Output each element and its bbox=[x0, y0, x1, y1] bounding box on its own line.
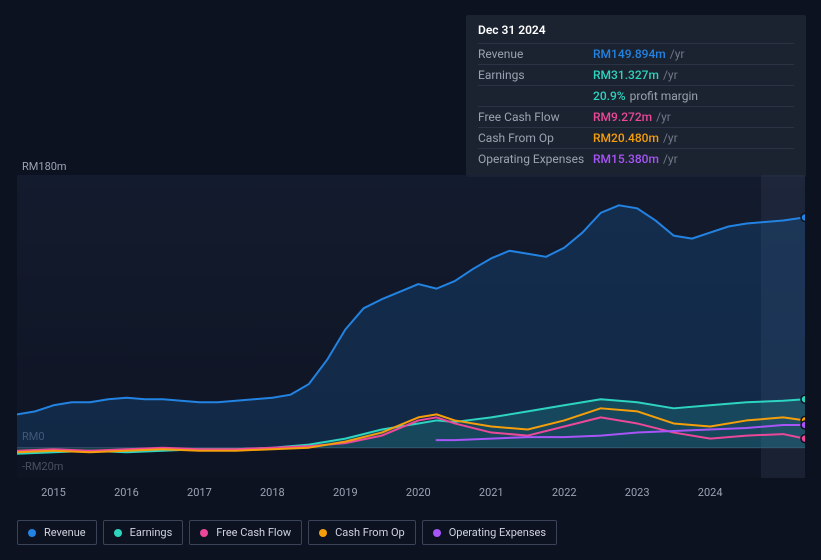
tooltip-row-value: RM149.894m bbox=[593, 47, 666, 61]
tooltip-row: Cash From OpRM20.480m/yr bbox=[478, 127, 794, 148]
x-axis-label: 2017 bbox=[187, 486, 212, 499]
legend-label: Revenue bbox=[44, 526, 86, 539]
tooltip-row-unit: /yr bbox=[663, 68, 678, 82]
x-axis-label: 2024 bbox=[698, 486, 723, 499]
series-end-dot bbox=[801, 395, 805, 403]
legend-dot-icon bbox=[433, 529, 441, 537]
legend-dot-icon bbox=[319, 529, 327, 537]
tooltip-row-unit: /yr bbox=[663, 152, 678, 166]
legend-item[interactable]: Free Cash Flow bbox=[189, 520, 302, 545]
x-axis-label: 2018 bbox=[260, 486, 285, 499]
tooltip-sub-label: profit margin bbox=[630, 89, 698, 103]
chart-tooltip: Dec 31 2024 RevenueRM149.894m/yrEarnings… bbox=[466, 15, 806, 177]
tooltip-row-unit: /yr bbox=[663, 131, 678, 145]
x-axis-label: 2020 bbox=[406, 486, 431, 499]
series-end-dot bbox=[801, 213, 805, 221]
legend-item[interactable]: Earnings bbox=[103, 520, 184, 545]
tooltip-row: Operating ExpensesRM15.380m/yr bbox=[478, 148, 794, 169]
tooltip-row-value: RM20.480m bbox=[593, 131, 659, 145]
legend-label: Earnings bbox=[130, 526, 173, 539]
chart-legend: Revenue Earnings Free Cash Flow Cash From O… bbox=[17, 520, 557, 545]
x-axis-label: 2022 bbox=[552, 486, 577, 499]
tooltip-row-label: Earnings bbox=[478, 68, 593, 82]
series-end-dot bbox=[801, 421, 805, 429]
chart-svg bbox=[17, 175, 805, 478]
chart-plot-area[interactable] bbox=[17, 175, 805, 478]
legend-item[interactable]: Cash From Op bbox=[308, 520, 416, 545]
legend-label: Operating Expenses bbox=[449, 526, 546, 539]
x-axis-label: 2023 bbox=[625, 486, 650, 499]
tooltip-date: Dec 31 2024 bbox=[478, 23, 794, 37]
tooltip-subrow: 20.9% profit margin bbox=[478, 85, 794, 106]
tooltip-row-label: Free Cash Flow bbox=[478, 110, 593, 124]
tooltip-row-unit: /yr bbox=[656, 110, 671, 124]
tooltip-row-label: Cash From Op bbox=[478, 131, 593, 145]
legend-dot-icon bbox=[28, 529, 36, 537]
tooltip-row-unit: /yr bbox=[670, 47, 685, 61]
tooltip-row: RevenueRM149.894m/yr bbox=[478, 43, 794, 64]
legend-label: Cash From Op bbox=[335, 526, 405, 539]
tooltip-row: EarningsRM31.327m/yr bbox=[478, 64, 794, 85]
legend-item[interactable]: Revenue bbox=[17, 520, 97, 545]
legend-label: Free Cash Flow bbox=[216, 526, 291, 539]
legend-dot-icon bbox=[200, 529, 208, 537]
tooltip-row-label: Revenue bbox=[478, 47, 593, 61]
x-axis-label: 2021 bbox=[479, 486, 504, 499]
tooltip-row-value: RM9.272m bbox=[593, 110, 652, 124]
tooltip-sub-value: 20.9% bbox=[593, 89, 626, 103]
tooltip-row-value: RM31.327m bbox=[593, 68, 659, 82]
x-axis-label: 2019 bbox=[333, 486, 358, 499]
series-end-dot bbox=[801, 435, 805, 443]
tooltip-row-label: Operating Expenses bbox=[478, 152, 593, 166]
tooltip-row: Free Cash FlowRM9.272m/yr bbox=[478, 106, 794, 127]
y-axis-label: RM180m bbox=[22, 160, 67, 173]
x-axis-label: 2016 bbox=[114, 486, 139, 499]
tooltip-row-value: RM15.380m bbox=[593, 152, 659, 166]
legend-item[interactable]: Operating Expenses bbox=[422, 520, 557, 545]
legend-dot-icon bbox=[114, 529, 122, 537]
x-axis-label: 2015 bbox=[41, 486, 66, 499]
